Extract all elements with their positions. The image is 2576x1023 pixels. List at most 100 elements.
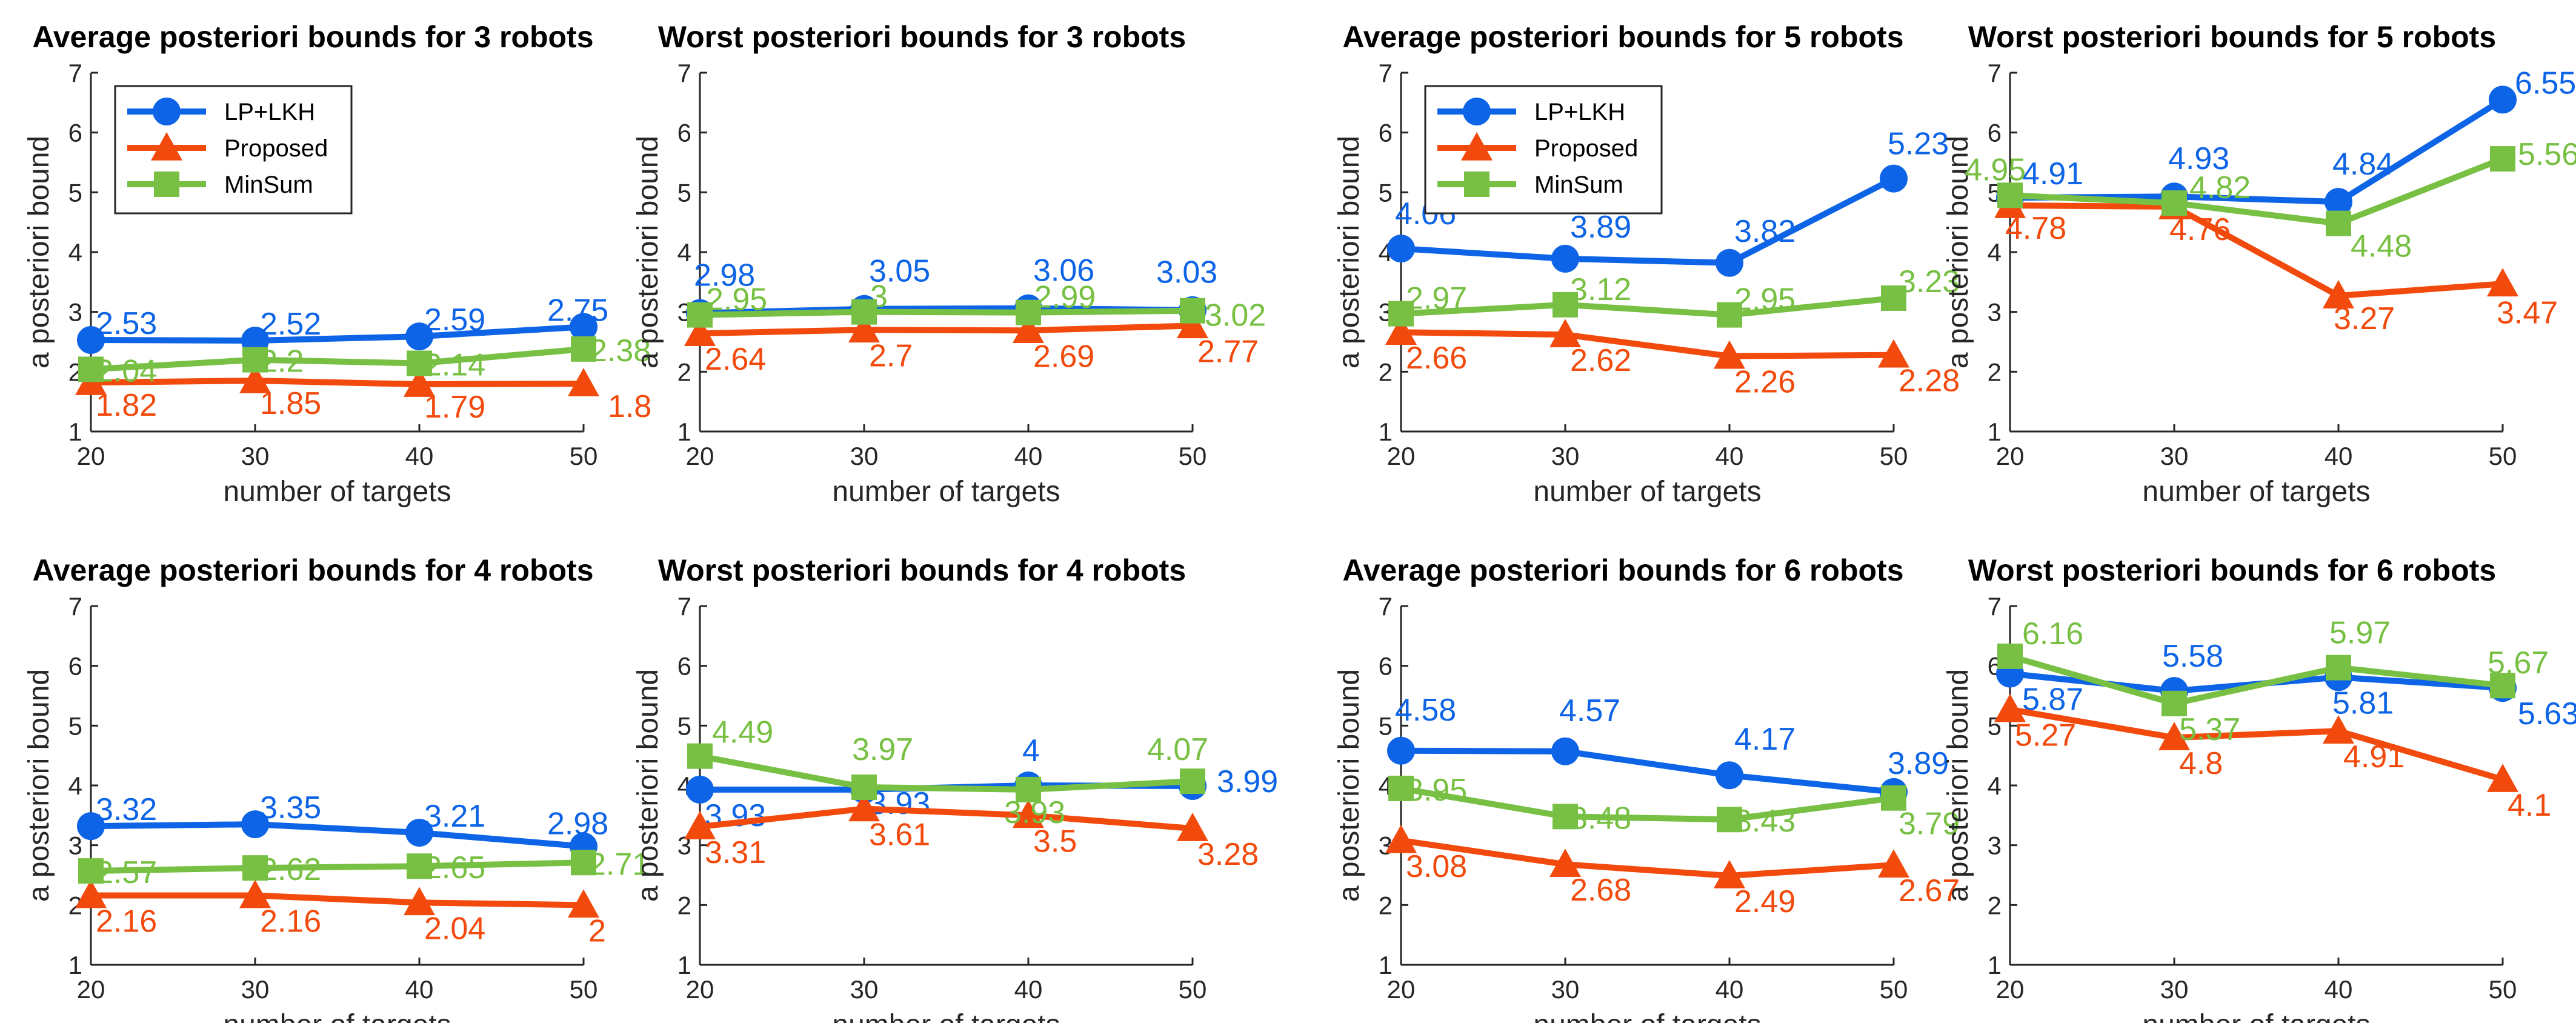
y-tick-label: 4: [1988, 771, 2002, 800]
y-axis-label: a posteriori bound: [632, 669, 664, 902]
x-tick-label: 50: [1179, 975, 1207, 1004]
data-label-minsum: 2.38: [590, 333, 651, 368]
data-point-proposed: [1878, 849, 1909, 878]
data-point-minsum: [687, 743, 713, 769]
data-label-lp-lkh: 4.84: [2332, 147, 2394, 182]
data-point-proposed: [1878, 339, 1909, 368]
x-tick-label: 30: [2160, 442, 2189, 470]
data-label-lp-lkh: 3.82: [1734, 214, 1796, 249]
legend-label-lp-lkh: LP+LKH: [224, 99, 315, 125]
data-point-lp-lkh: [1387, 736, 1415, 765]
data-label-minsum: 3.02: [1205, 298, 1266, 333]
y-tick-label: 2: [1379, 358, 1393, 386]
data-point-proposed: [684, 811, 716, 839]
chart-panel-3: Average posteriori bounds for 5 robots12…: [1333, 20, 1960, 508]
data-point-minsum: [1388, 775, 1414, 801]
data-label-minsum: 4.82: [2189, 170, 2251, 205]
y-tick-label: 7: [1379, 592, 1393, 621]
y-tick-label: 5: [677, 178, 691, 207]
data-label-lp-lkh: 2.53: [96, 306, 157, 341]
data-point-lp-lkh: [1880, 164, 1908, 193]
data-label-minsum: 5.97: [2329, 616, 2391, 651]
y-tick-label: 5: [68, 178, 82, 207]
data-point-proposed: [1177, 310, 1208, 339]
data-point-minsum: [1388, 301, 1414, 327]
data-point-proposed: [1177, 813, 1208, 841]
chart-panel-6: Worst posteriori bounds for 4 robots1234…: [632, 553, 1278, 1023]
data-point-lp-lkh: [77, 326, 105, 355]
series-line-proposed: [2009, 706, 2504, 782]
data-point-proposed: [239, 879, 271, 908]
chart-title: Worst posteriori bounds for 4 robots: [658, 553, 1186, 587]
y-tick-label: 1: [677, 951, 691, 979]
series-line-minsum: [699, 307, 1193, 318]
series-line-proposed: [699, 322, 1193, 337]
data-label-minsum: 2.97: [1406, 281, 1467, 316]
legend-marker-minsum: [1464, 172, 1489, 197]
data-point-proposed: [1013, 799, 1044, 828]
x-tick-label: 30: [1551, 442, 1580, 470]
x-axis-label: number of targets: [832, 476, 1060, 508]
data-point-minsum: [851, 774, 877, 800]
data-label-lp-lkh: 2.98: [694, 258, 755, 293]
y-tick-label: 7: [68, 59, 82, 87]
data-label-lp-lkh: 3.93: [869, 786, 930, 821]
data-point-lp-lkh: [570, 313, 597, 341]
y-tick-label: 6: [1379, 652, 1393, 681]
x-axis-label: number of targets: [1533, 1009, 1761, 1023]
data-label-proposed: 2.7: [869, 338, 913, 373]
x-tick-label: 50: [1880, 442, 1908, 470]
data-point-minsum: [1180, 298, 1205, 324]
y-tick-label: 1: [677, 418, 691, 446]
y-tick-label: 6: [1379, 119, 1393, 147]
y-tick-label: 7: [68, 592, 82, 621]
x-tick-label: 50: [1179, 442, 1207, 470]
legend-marker-lp-lkh: [1463, 98, 1491, 125]
y-tick-label: 5: [1379, 178, 1393, 207]
data-point-lp-lkh: [1716, 248, 1743, 277]
data-point-minsum: [1553, 804, 1578, 830]
chart-panel-1: Average posteriori bounds for 3 robots12…: [23, 20, 651, 508]
data-point-minsum: [242, 855, 268, 881]
data-label-minsum: 3.93: [1004, 795, 1065, 830]
data-label-lp-lkh: 4.17: [1734, 722, 1796, 757]
series-line-minsum: [90, 859, 584, 875]
y-tick-label: 1: [68, 418, 82, 446]
chart-title: Worst posteriori bounds for 6 robots: [1968, 553, 2496, 587]
legend-label-minsum: MinSum: [224, 172, 313, 198]
data-label-proposed: 4.8: [2179, 746, 2223, 781]
y-tick-label: 4: [677, 238, 691, 267]
data-label-minsum: 3.79: [1899, 807, 1960, 842]
y-tick-label: 2: [1988, 358, 2002, 386]
x-tick-label: 40: [1716, 442, 1744, 470]
data-point-lp-lkh: [405, 818, 433, 847]
data-label-minsum: 3.97: [852, 732, 913, 767]
data-label-proposed: 2.62: [1570, 343, 1631, 378]
data-point-minsum: [1180, 768, 1205, 795]
data-label-lp-lkh: 2.98: [547, 807, 608, 842]
x-tick-label: 20: [1387, 975, 1416, 1004]
data-label-minsum: 2.65: [424, 850, 485, 885]
y-tick-label: 2: [1379, 891, 1393, 919]
data-point-proposed: [2487, 268, 2518, 297]
x-tick-label: 20: [686, 975, 714, 1004]
data-label-proposed: 4.76: [2169, 212, 2231, 247]
x-tick-label: 30: [850, 975, 879, 1004]
x-tick-label: 20: [1996, 975, 2025, 1004]
data-point-proposed: [1013, 315, 1044, 344]
data-label-lp-lkh: 4: [1022, 733, 1040, 768]
data-label-minsum: 5.37: [2179, 712, 2240, 747]
data-label-minsum: 2.14: [424, 348, 485, 383]
data-label-minsum: 2.57: [96, 855, 157, 890]
data-point-proposed: [1549, 319, 1581, 347]
y-tick-label: 2: [1988, 891, 2002, 919]
y-axis-label: a posteriori bound: [1942, 669, 1974, 902]
data-point-minsum: [1997, 182, 2023, 208]
data-label-proposed: 3.47: [2497, 295, 2558, 330]
legend-marker-proposed: [1461, 132, 1493, 161]
series-line-proposed: [1400, 329, 1894, 359]
y-tick-label: 2: [677, 358, 691, 386]
chart-panel-2: Worst posteriori bounds for 3 robots 1 2 3 4…: [632, 20, 1266, 508]
y-tick-label: 7: [1988, 59, 2002, 87]
